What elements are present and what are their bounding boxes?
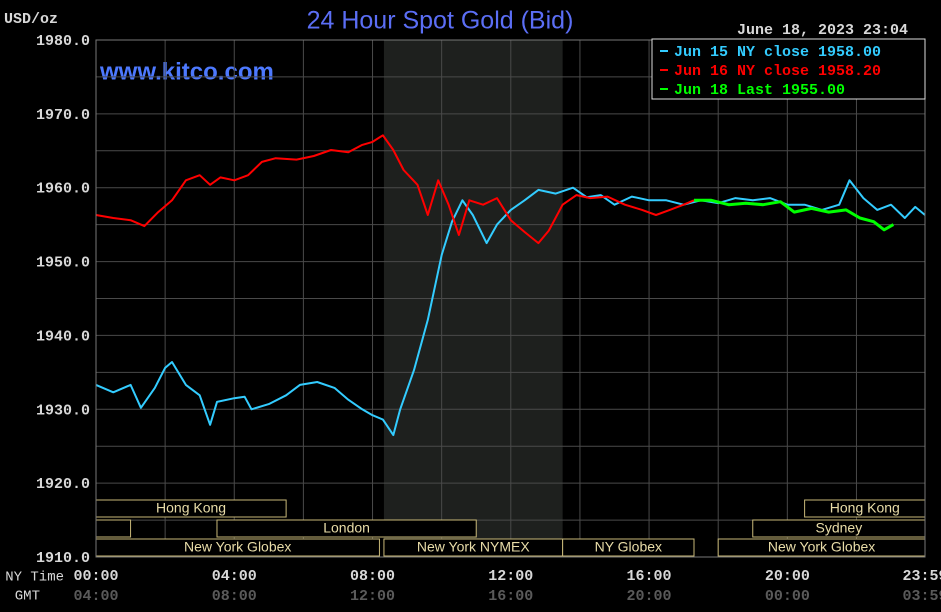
y-tick-label: 1920.0 — [36, 476, 90, 493]
x-tick-label: 04:00 — [212, 568, 257, 585]
legend-box — [651, 38, 926, 100]
y-tick-label: 1980.0 — [36, 33, 90, 50]
x2-tick-label: 20:00 — [627, 588, 672, 605]
chart-title: 24 Hour Spot Gold (Bid) — [307, 7, 574, 35]
legend-label: Jun 16 NY close 1958.20 — [674, 63, 881, 80]
y-tick-label: 1960.0 — [36, 181, 90, 198]
y-tick-label: 1940.0 — [36, 328, 90, 345]
session-label: Hong Kong — [156, 500, 226, 516]
y-tick-label: 1930.0 — [36, 402, 90, 419]
session-label: New York Globex — [184, 539, 291, 555]
session-label: Hong Kong — [830, 500, 900, 516]
x-tick-label: 16:00 — [627, 568, 672, 585]
legend-label: Jun 15 NY close 1958.00 — [674, 44, 881, 61]
series-line — [694, 198, 895, 232]
x-tick-label: 08:00 — [350, 568, 395, 585]
y-tick-label: 1970.0 — [36, 107, 90, 124]
timestamp: June 18, 2023 23:04 — [737, 22, 908, 39]
session-label: New York Globex — [768, 539, 875, 555]
session-box — [562, 538, 695, 557]
session-label: NY Globex — [595, 539, 662, 555]
plot-border — [95, 39, 926, 558]
x2-tick-label: 16:00 — [488, 588, 533, 605]
session-label: New York NYMEX — [417, 539, 530, 555]
x2-tick-label: 03:59 — [902, 588, 941, 605]
x2-axis-label: GMT — [15, 589, 40, 605]
x-tick-label: 12:00 — [488, 568, 533, 585]
x2-tick-label: 04:00 — [73, 588, 118, 605]
legend-label: Jun 18 Last 1955.00 — [674, 82, 845, 99]
series-line — [95, 134, 695, 245]
x-tick-label: 00:00 — [73, 568, 118, 585]
y-tick-label: 1950.0 — [36, 255, 90, 272]
y-tick-label: 1910.0 — [36, 550, 90, 567]
x2-tick-label: 08:00 — [212, 588, 257, 605]
x2-tick-label: 12:00 — [350, 588, 395, 605]
y-axis-label: USD/oz — [4, 11, 58, 28]
x-axis-label: NY Time — [5, 570, 64, 586]
series-line — [95, 179, 926, 437]
session-box — [216, 519, 477, 538]
session-label: Sydney — [816, 520, 863, 536]
x2-tick-label: 00:00 — [765, 588, 810, 605]
x-tick-label: 23:59 — [902, 568, 941, 585]
watermark: www.kitco.com — [99, 58, 274, 85]
x-tick-label: 20:00 — [765, 568, 810, 585]
session-box — [95, 519, 132, 538]
session-label: London — [323, 520, 370, 536]
